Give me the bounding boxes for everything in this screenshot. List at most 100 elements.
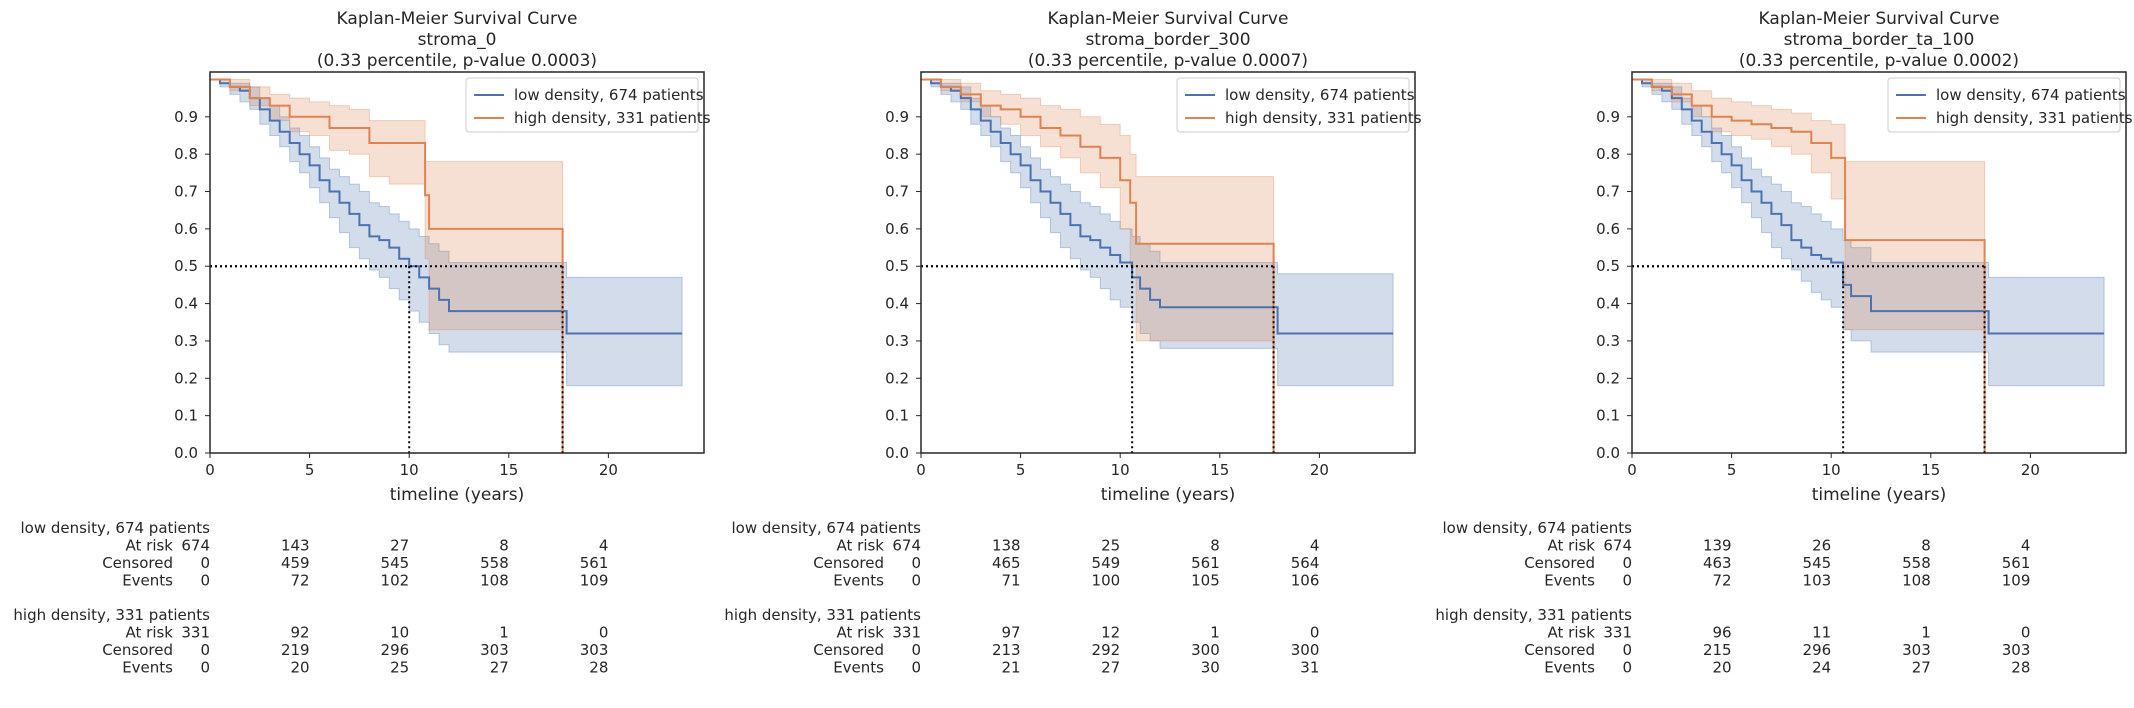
risk-row-label: Events (122, 659, 173, 677)
risk-cell: 0 (2021, 624, 2031, 642)
risk-cell: 8 (1210, 537, 1220, 555)
y-tick-label: 0.2 (174, 369, 198, 387)
x-tick-label: 0 (1627, 461, 1637, 479)
risk-cell: 296 (1803, 641, 1832, 659)
y-tick-label: 0.3 (1596, 332, 1620, 350)
risk-cell: 26 (1812, 537, 1831, 555)
x-tick-label: 5 (1016, 461, 1026, 479)
legend-label-series-2: high density, 331 patients (1936, 109, 2133, 127)
risk-cell: 71 (1002, 572, 1021, 590)
risk-cell: 109 (580, 572, 609, 590)
risk-cell: 72 (291, 572, 310, 590)
risk-cell: 4 (599, 537, 609, 555)
risk-cell: 545 (1803, 554, 1832, 572)
risk-cell: 8 (1921, 537, 1931, 555)
risk-cell: 1 (499, 624, 509, 642)
y-tick-label: 0.9 (1596, 108, 1620, 126)
x-axis-label: timeline (years) (1812, 485, 1947, 505)
risk-cell: 215 (1703, 641, 1732, 659)
risk-row-label: At risk (837, 624, 885, 642)
risk-cell: 0 (911, 572, 921, 590)
y-tick-label: 0.7 (1596, 183, 1620, 201)
risk-cell: 0 (911, 659, 921, 677)
y-tick-label: 0.6 (1596, 220, 1620, 238)
legend-label-series-1: low density, 674 patients (514, 86, 704, 104)
y-tick-label: 0.4 (174, 295, 198, 313)
x-tick-label: 10 (1822, 461, 1841, 479)
risk-cell: 12 (1101, 624, 1120, 642)
risk-cell: 21 (1002, 659, 1021, 677)
risk-cell: 72 (1713, 572, 1732, 590)
risk-cell: 4 (2021, 537, 2031, 555)
risk-row-label: Censored (813, 554, 884, 572)
risk-cell: 0 (200, 641, 210, 659)
risk-cell: 292 (1092, 641, 1121, 659)
x-tick-label: 15 (1210, 461, 1229, 479)
legend-label-series-1: low density, 674 patients (1936, 86, 2126, 104)
legend-label-series-2: high density, 331 patients (514, 109, 711, 127)
risk-cell: 0 (911, 554, 921, 572)
risk-cell: 103 (1803, 572, 1832, 590)
risk-cell: 0 (1622, 641, 1632, 659)
risk-row-label: At risk (837, 537, 885, 555)
chart-title-line-3: (0.33 percentile, p-value 0.0002) (1739, 51, 2019, 71)
y-tick-label: 0.9 (885, 108, 909, 126)
risk-cell: 0 (1622, 554, 1632, 572)
risk-cell: 27 (490, 659, 509, 677)
risk-cell: 0 (599, 624, 609, 642)
risk-cell: 8 (499, 537, 509, 555)
risk-cell: 96 (1713, 624, 1732, 642)
risk-cell: 564 (1291, 554, 1320, 572)
risk-cell: 1 (1210, 624, 1220, 642)
risk-cell: 0 (200, 659, 210, 677)
risk-group-title-1: low density, 674 patients (20, 519, 210, 537)
legend-frame (465, 77, 699, 133)
risk-cell: 10 (390, 624, 409, 642)
risk-cell: 300 (1291, 641, 1320, 659)
risk-group-title-2: high density, 331 patients (1435, 606, 1632, 624)
risk-cell: 303 (580, 641, 609, 659)
risk-cell: 0 (1622, 659, 1632, 677)
y-tick-label: 0.8 (885, 145, 909, 163)
risk-cell: 0 (200, 554, 210, 572)
risk-cell: 139 (1703, 537, 1732, 555)
risk-row-label: Events (122, 572, 173, 590)
risk-group-title-1: low density, 674 patients (1442, 519, 1632, 537)
x-tick-label: 20 (2021, 461, 2040, 479)
plot-frame (1631, 71, 2127, 454)
x-tick-label: 15 (499, 461, 518, 479)
survival-line-series-1 (921, 78, 1394, 335)
x-tick-label: 10 (1111, 461, 1130, 479)
y-tick-label: 0.6 (174, 220, 198, 238)
risk-cell: 24 (1812, 659, 1831, 677)
risk-cell: 303 (2002, 641, 2031, 659)
risk-cell: 102 (381, 572, 410, 590)
survival-line-series-2 (921, 78, 1275, 453)
risk-cell: 108 (1902, 572, 1931, 590)
risk-group-title-2: high density, 331 patients (13, 606, 210, 624)
risk-cell: 106 (1291, 572, 1320, 590)
y-tick-label: 0.4 (885, 295, 909, 313)
y-tick-label: 0.7 (174, 183, 198, 201)
risk-row-label: Censored (813, 641, 884, 659)
km-panel-2: Kaplan-Meier Survival Curvestroma_border… (724, 9, 1421, 677)
risk-cell: 27 (390, 537, 409, 555)
risk-cell: 25 (390, 659, 409, 677)
risk-cell: 561 (1191, 554, 1220, 572)
y-tick-label: 0.5 (885, 257, 909, 275)
risk-row-label: Events (1544, 572, 1595, 590)
risk-cell: 674 (181, 537, 210, 555)
risk-cell: 674 (1603, 537, 1632, 555)
ci-band-series-1 (921, 79, 1394, 387)
risk-row-label: Events (1544, 659, 1595, 677)
risk-cell: 674 (892, 537, 921, 555)
risk-row-label: At risk (1548, 537, 1596, 555)
chart-title-line-2: stroma_0 (418, 30, 497, 50)
x-tick-label: 0 (916, 461, 926, 479)
risk-cell: 331 (892, 624, 921, 642)
risk-cell: 4 (1310, 537, 1320, 555)
risk-cell: 20 (291, 659, 310, 677)
legend-frame (1176, 77, 1410, 133)
risk-row-label: At risk (1548, 624, 1596, 642)
